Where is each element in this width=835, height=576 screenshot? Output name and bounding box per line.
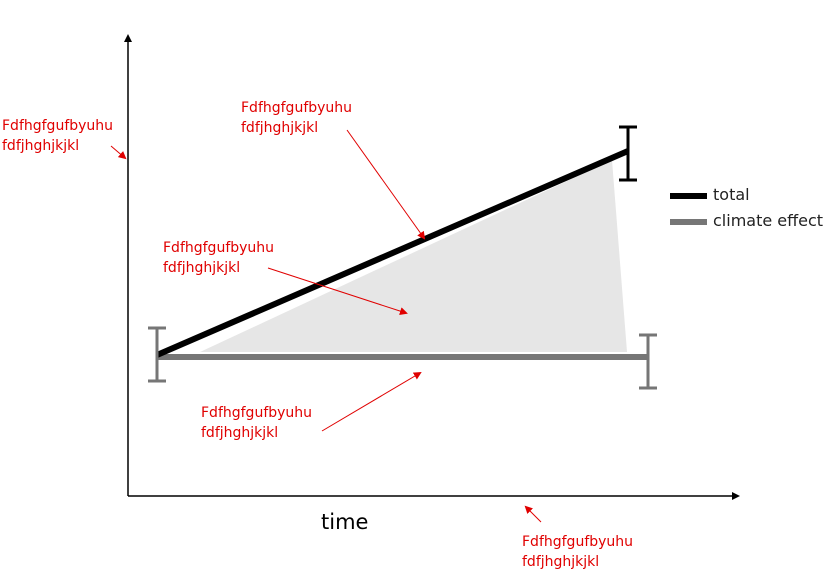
legend-label-total: total [713, 185, 750, 204]
annotation-total: Fdfhgfgufbyuhu fdfjhghjkjkl [241, 100, 353, 136]
error-bar-climate-end [639, 333, 657, 390]
annotation-arrow-total [346, 129, 426, 240]
annotation-arrow-climate [321, 371, 422, 432]
annotation-arrow-y-axis [110, 145, 127, 160]
annotation-x-axis: Fdfhgfgufbyuhu fdfjhghjkjkl [522, 534, 634, 570]
difference-area [200, 160, 627, 352]
total-line [155, 148, 630, 358]
annotation-arrow-area [267, 267, 408, 315]
annotation-climate: Fdfhgfgufbyuhu fdfjhghjkjkl [201, 405, 313, 441]
annotation-arrow-x-axis [524, 505, 542, 523]
annotation-area: Fdfhgfgufbyuhu fdfjhghjkjkl [163, 240, 275, 276]
x-axis-title: time [321, 510, 369, 534]
legend-label-climate: climate effect [713, 211, 824, 230]
error-bar-start [148, 326, 166, 383]
annotation-y-axis: Fdfhgfgufbyuhu fdfjhghjkjkl [2, 118, 114, 154]
error-bar-total-end [619, 125, 637, 182]
